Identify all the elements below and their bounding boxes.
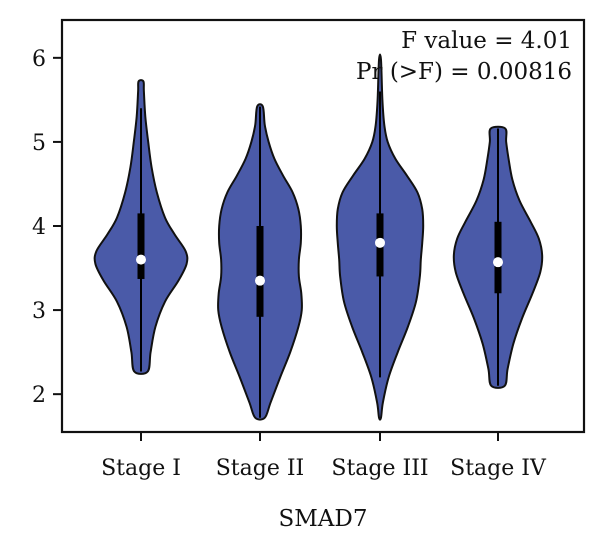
y-tick-label-3: 3 [32,299,46,324]
violin-2 [335,53,425,421]
y-tick-label-6: 6 [32,47,46,72]
x-axis: Stage I Stage II Stage III Stage IV [101,432,547,481]
y-tick-label-5: 5 [32,131,46,156]
f-value-annotation: F value = 4.01 [401,28,572,54]
y-tick-label-2: 2 [32,383,46,408]
violin-median-3 [493,257,503,268]
y-tick-label-4: 4 [32,215,46,240]
violin-iqr-1 [256,226,264,317]
y-axis: 2 3 4 5 6 [32,47,62,408]
x-tick-label-0: Stage I [101,456,181,481]
x-tick-label-3: Stage IV [450,456,547,481]
x-tick-label-1: Stage II [216,456,305,481]
p-value-annotation: Pr (>F) = 0.00816 [356,59,572,85]
violin-iqr-0 [137,213,145,279]
x-axis-title: SMAD7 [279,506,368,532]
violin-median-0 [136,254,146,265]
violin-median-1 [255,275,265,286]
violin-3 [452,125,544,389]
violin-median-2 [375,237,385,248]
violins-layer [93,53,544,421]
violin-1 [217,103,303,421]
x-tick-label-2: Stage III [331,456,428,481]
violin-0 [93,79,189,375]
